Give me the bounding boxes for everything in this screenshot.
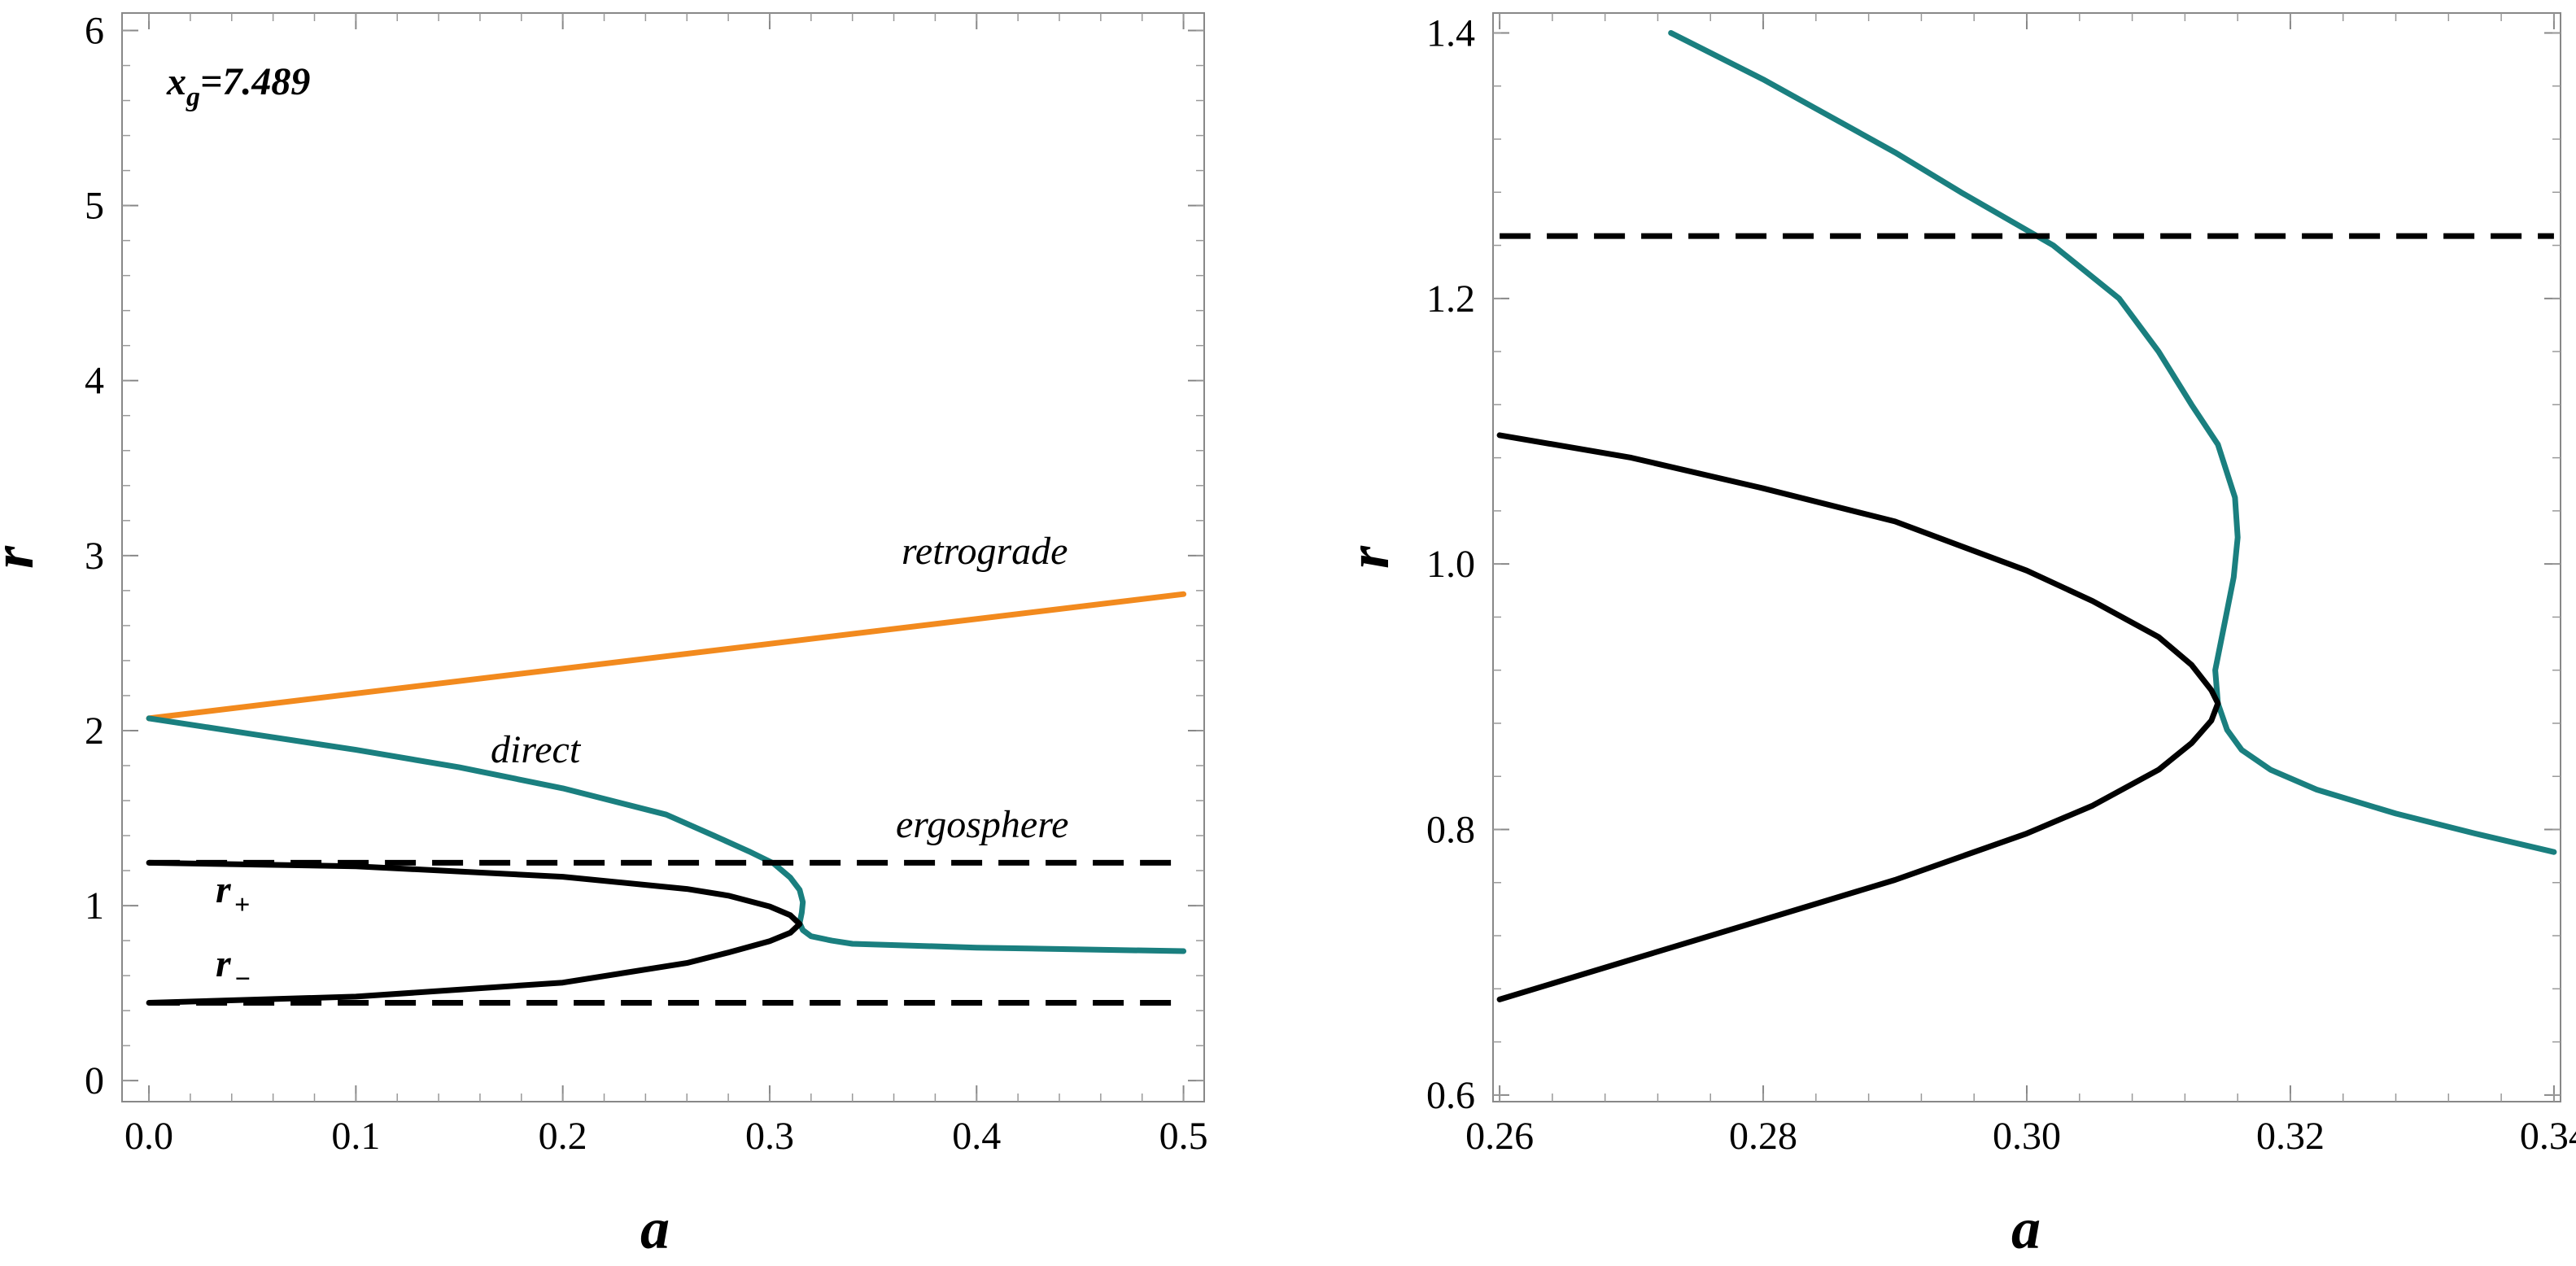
y-tick-label: 1: [85, 884, 104, 928]
left-panel: 0.0 0.1 0.2 0.3 0.4 0.5 0 1 2 3 4 5 6 xg=7.489 retro…: [0, 10, 1208, 1261]
x-tick-label: 0.26: [1465, 1115, 1534, 1158]
y-tick-label: 1.0: [1426, 543, 1475, 586]
x-tick-label: 0.2: [539, 1115, 587, 1158]
y-tick-label: 6: [85, 10, 104, 53]
x-tick-label: 0.1: [331, 1115, 380, 1158]
y-tick-label: 0: [85, 1059, 104, 1102]
y-tick-label: 2: [85, 709, 104, 753]
x-tick-label: 0.28: [1729, 1115, 1797, 1158]
right-series: [1496, 30, 2557, 1002]
x-tick-label: 0.5: [1159, 1115, 1208, 1158]
retrograde-label: retrograde: [902, 530, 1068, 573]
right-tick-labels: 0.26 0.28 0.30 0.32 0.34 0.6 0.8 1.0 1.2 1.4: [1426, 11, 2576, 1158]
ergosphere-label: ergosphere: [896, 803, 1068, 846]
x-tick-label: 0.30: [1993, 1115, 2061, 1158]
y-tick-label: 5: [85, 185, 104, 228]
y-tick-label: 0.8: [1426, 809, 1475, 852]
y-tick-label: 1.2: [1426, 277, 1475, 321]
y-tick-label: 0.6: [1426, 1074, 1475, 1117]
series-retrograde: [146, 591, 1187, 722]
series-direct: [146, 715, 1187, 954]
left-tick-labels: 0.0 0.1 0.2 0.3 0.4 0.5 0 1 2 3 4 5 6: [85, 10, 1208, 1158]
right-ticks: [1493, 13, 2561, 1102]
xg-annotation: xg=7.489: [166, 60, 310, 112]
right-panel: 0.26 0.28 0.30 0.32 0.34 0.6 0.8 1.0 1.2 1.4 a r: [1336, 11, 2576, 1261]
series-horizon: [1496, 432, 2221, 1002]
x-tick-label: 0.4: [952, 1115, 1001, 1158]
r-minus-label: r −: [216, 942, 251, 994]
x-tick-label: 0.34: [2520, 1115, 2576, 1158]
left-x-axis-label: a: [640, 1196, 670, 1261]
left-ticks: [122, 13, 1204, 1102]
y-tick-label: 1.4: [1426, 11, 1475, 55]
series-r-r-horizon: [146, 859, 803, 1006]
x-tick-label: 0.3: [745, 1115, 794, 1158]
left-series: [146, 591, 1187, 1006]
direct-label: direct: [491, 728, 582, 771]
right-y-axis-label: r: [1336, 545, 1401, 569]
x-tick-label: 0.0: [124, 1115, 173, 1158]
left-y-axis-label: r: [0, 545, 46, 569]
y-tick-label: 3: [85, 535, 104, 578]
r-plus-label: r +: [216, 868, 250, 920]
left-plot-frame: [121, 12, 1205, 1102]
x-tick-label: 0.32: [2256, 1115, 2325, 1158]
y-tick-label: 4: [85, 360, 104, 403]
series-direct: [1668, 30, 2557, 855]
right-x-axis-label: a: [2011, 1196, 2041, 1261]
